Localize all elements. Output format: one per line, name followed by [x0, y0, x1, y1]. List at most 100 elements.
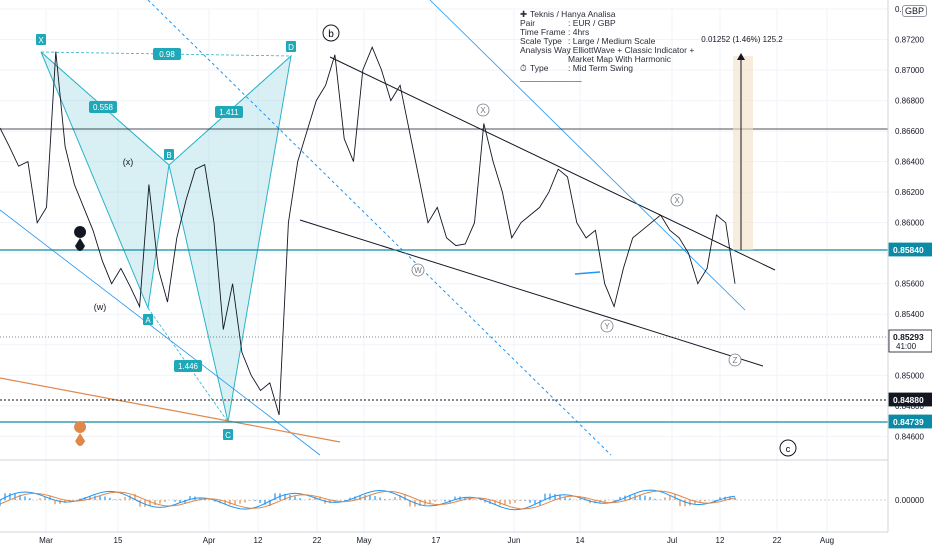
histogram-bar: [619, 496, 621, 500]
histogram-bar: [199, 497, 201, 500]
histogram-bar: [264, 500, 266, 505]
histogram-bar: [9, 493, 11, 500]
y-tick-label: 0.85000: [895, 371, 924, 380]
histogram-bar: [484, 500, 486, 503]
histogram-bar: [144, 500, 146, 507]
wave-label: b: [328, 29, 334, 40]
histogram-bar: [554, 494, 556, 500]
histogram-bar: [614, 500, 616, 502]
x-tick-label: 22: [313, 536, 322, 545]
harmonic-point-label: B: [166, 151, 171, 160]
wave-label: c: [786, 444, 791, 454]
histogram-bar: [189, 496, 191, 500]
histogram-bar: [404, 494, 406, 500]
histogram-bar: [734, 497, 736, 500]
analysis-info-box: ✚ Teknis / Hanya Analisa Pair: EUR / GBP …: [520, 10, 694, 82]
histogram-bar: [359, 495, 361, 500]
measure-tool: 0.01252 (1.46%) 125.2: [701, 35, 783, 250]
wave-label: X: [480, 106, 486, 115]
ratio-label: 0.98: [159, 50, 175, 59]
x-tick-label: Jul: [667, 536, 677, 545]
histogram-bar: [259, 500, 261, 504]
x-tick-label: Aug: [820, 536, 834, 545]
price-badge: [888, 414, 932, 429]
info-divider: _____________: [520, 72, 582, 82]
wave-marker: [411, 263, 425, 277]
histogram-bar: [309, 498, 311, 500]
macd-oscillator: 0.00000: [0, 459, 924, 511]
histogram-bar: [464, 497, 466, 500]
harmonic-point-label: X: [38, 36, 44, 45]
histogram-bar: [339, 500, 341, 501]
wave-marker: [476, 103, 490, 117]
ratio-label: 1.411: [219, 108, 239, 117]
histogram-bar: [104, 496, 106, 500]
histogram-bar: [299, 498, 301, 500]
harmonic-point: [143, 314, 153, 325]
ratio-badge: [174, 360, 202, 372]
price-badge-value: 0.84739: [893, 417, 924, 427]
price-badge: [888, 392, 932, 407]
wave-label: (w): [94, 302, 107, 312]
time-axis[interactable]: Mar 15 Apr 12 22 May 17 Jun 14 Jul 12 22 Aug: [0, 531, 888, 545]
histogram-bar: [164, 500, 166, 502]
wave-labels: X A B C D (w) (x) b W X Y X Zc 0.98 0.558 1.411 1.446: [36, 24, 797, 457]
histogram-bar: [324, 500, 326, 504]
histogram-bar: [179, 500, 181, 503]
histogram-bar: [429, 500, 431, 504]
histogram-bar: [99, 495, 101, 500]
harmonic-point-label: A: [145, 316, 151, 325]
histogram-bar: [19, 494, 21, 500]
x-tick-label: 22: [773, 536, 782, 545]
channel-bottom: [299, 219, 764, 367]
histogram-bar: [584, 497, 586, 500]
histogram-bar: [564, 496, 566, 500]
histogram-bar: [29, 498, 31, 500]
y-tick-label: 0.85400: [895, 310, 924, 319]
histogram-bar: [129, 495, 131, 500]
histogram-bar: [24, 496, 26, 500]
ratio-badge: [153, 48, 181, 60]
wave-label: W: [414, 266, 422, 275]
histogram-bar: [239, 500, 241, 504]
histogram-bar: [479, 498, 481, 500]
histogram-bar: [559, 495, 561, 500]
location-pin-icon: [74, 226, 87, 251]
y-tick-label: 0.86400: [895, 158, 924, 167]
price-axis[interactable]: 0.874000.872000.870000.868000.866000.864…: [887, 0, 932, 532]
histogram-bar: [389, 498, 391, 500]
histogram-bar: [504, 500, 506, 506]
histogram-bar: [719, 497, 721, 500]
histogram-bar: [4, 493, 6, 500]
ratio-badge: [89, 101, 117, 113]
arrow-head: [737, 53, 745, 60]
wave-label: Y: [604, 322, 610, 331]
blue-trend: [0, 209, 321, 456]
currency-button[interactable]: GBP: [902, 5, 928, 17]
harmonic-point-label: C: [225, 431, 231, 440]
histogram-bar: [134, 493, 136, 500]
y-tick-label: 0.87000: [895, 66, 924, 75]
ratio-label: 0.558: [93, 103, 114, 112]
price-series: [0, 46, 736, 416]
clock-icon: ⏱: [520, 63, 527, 73]
histogram-bar: [374, 496, 376, 500]
histogram-bar: [54, 500, 56, 505]
histogram-bar: [569, 498, 571, 500]
measure-label: 0.01252 (1.46%) 125.2: [701, 35, 783, 44]
wave-label: Z: [733, 356, 738, 365]
histogram-bar: [59, 500, 61, 504]
harmonic-ratio-line: [147, 307, 229, 423]
x-tick-label: Jun: [508, 536, 521, 545]
x-tick-label: May: [356, 536, 371, 545]
blue-segment: [574, 271, 601, 275]
histogram-bar: [214, 500, 216, 502]
harmonic-point: [223, 429, 233, 440]
histogram-bar: [229, 500, 231, 505]
histogram-bar: [644, 495, 646, 500]
histogram-bar: [669, 495, 671, 500]
price-badge-sub: 41:00: [896, 342, 917, 351]
histogram-bar: [319, 496, 321, 500]
channel-top: [329, 56, 776, 271]
